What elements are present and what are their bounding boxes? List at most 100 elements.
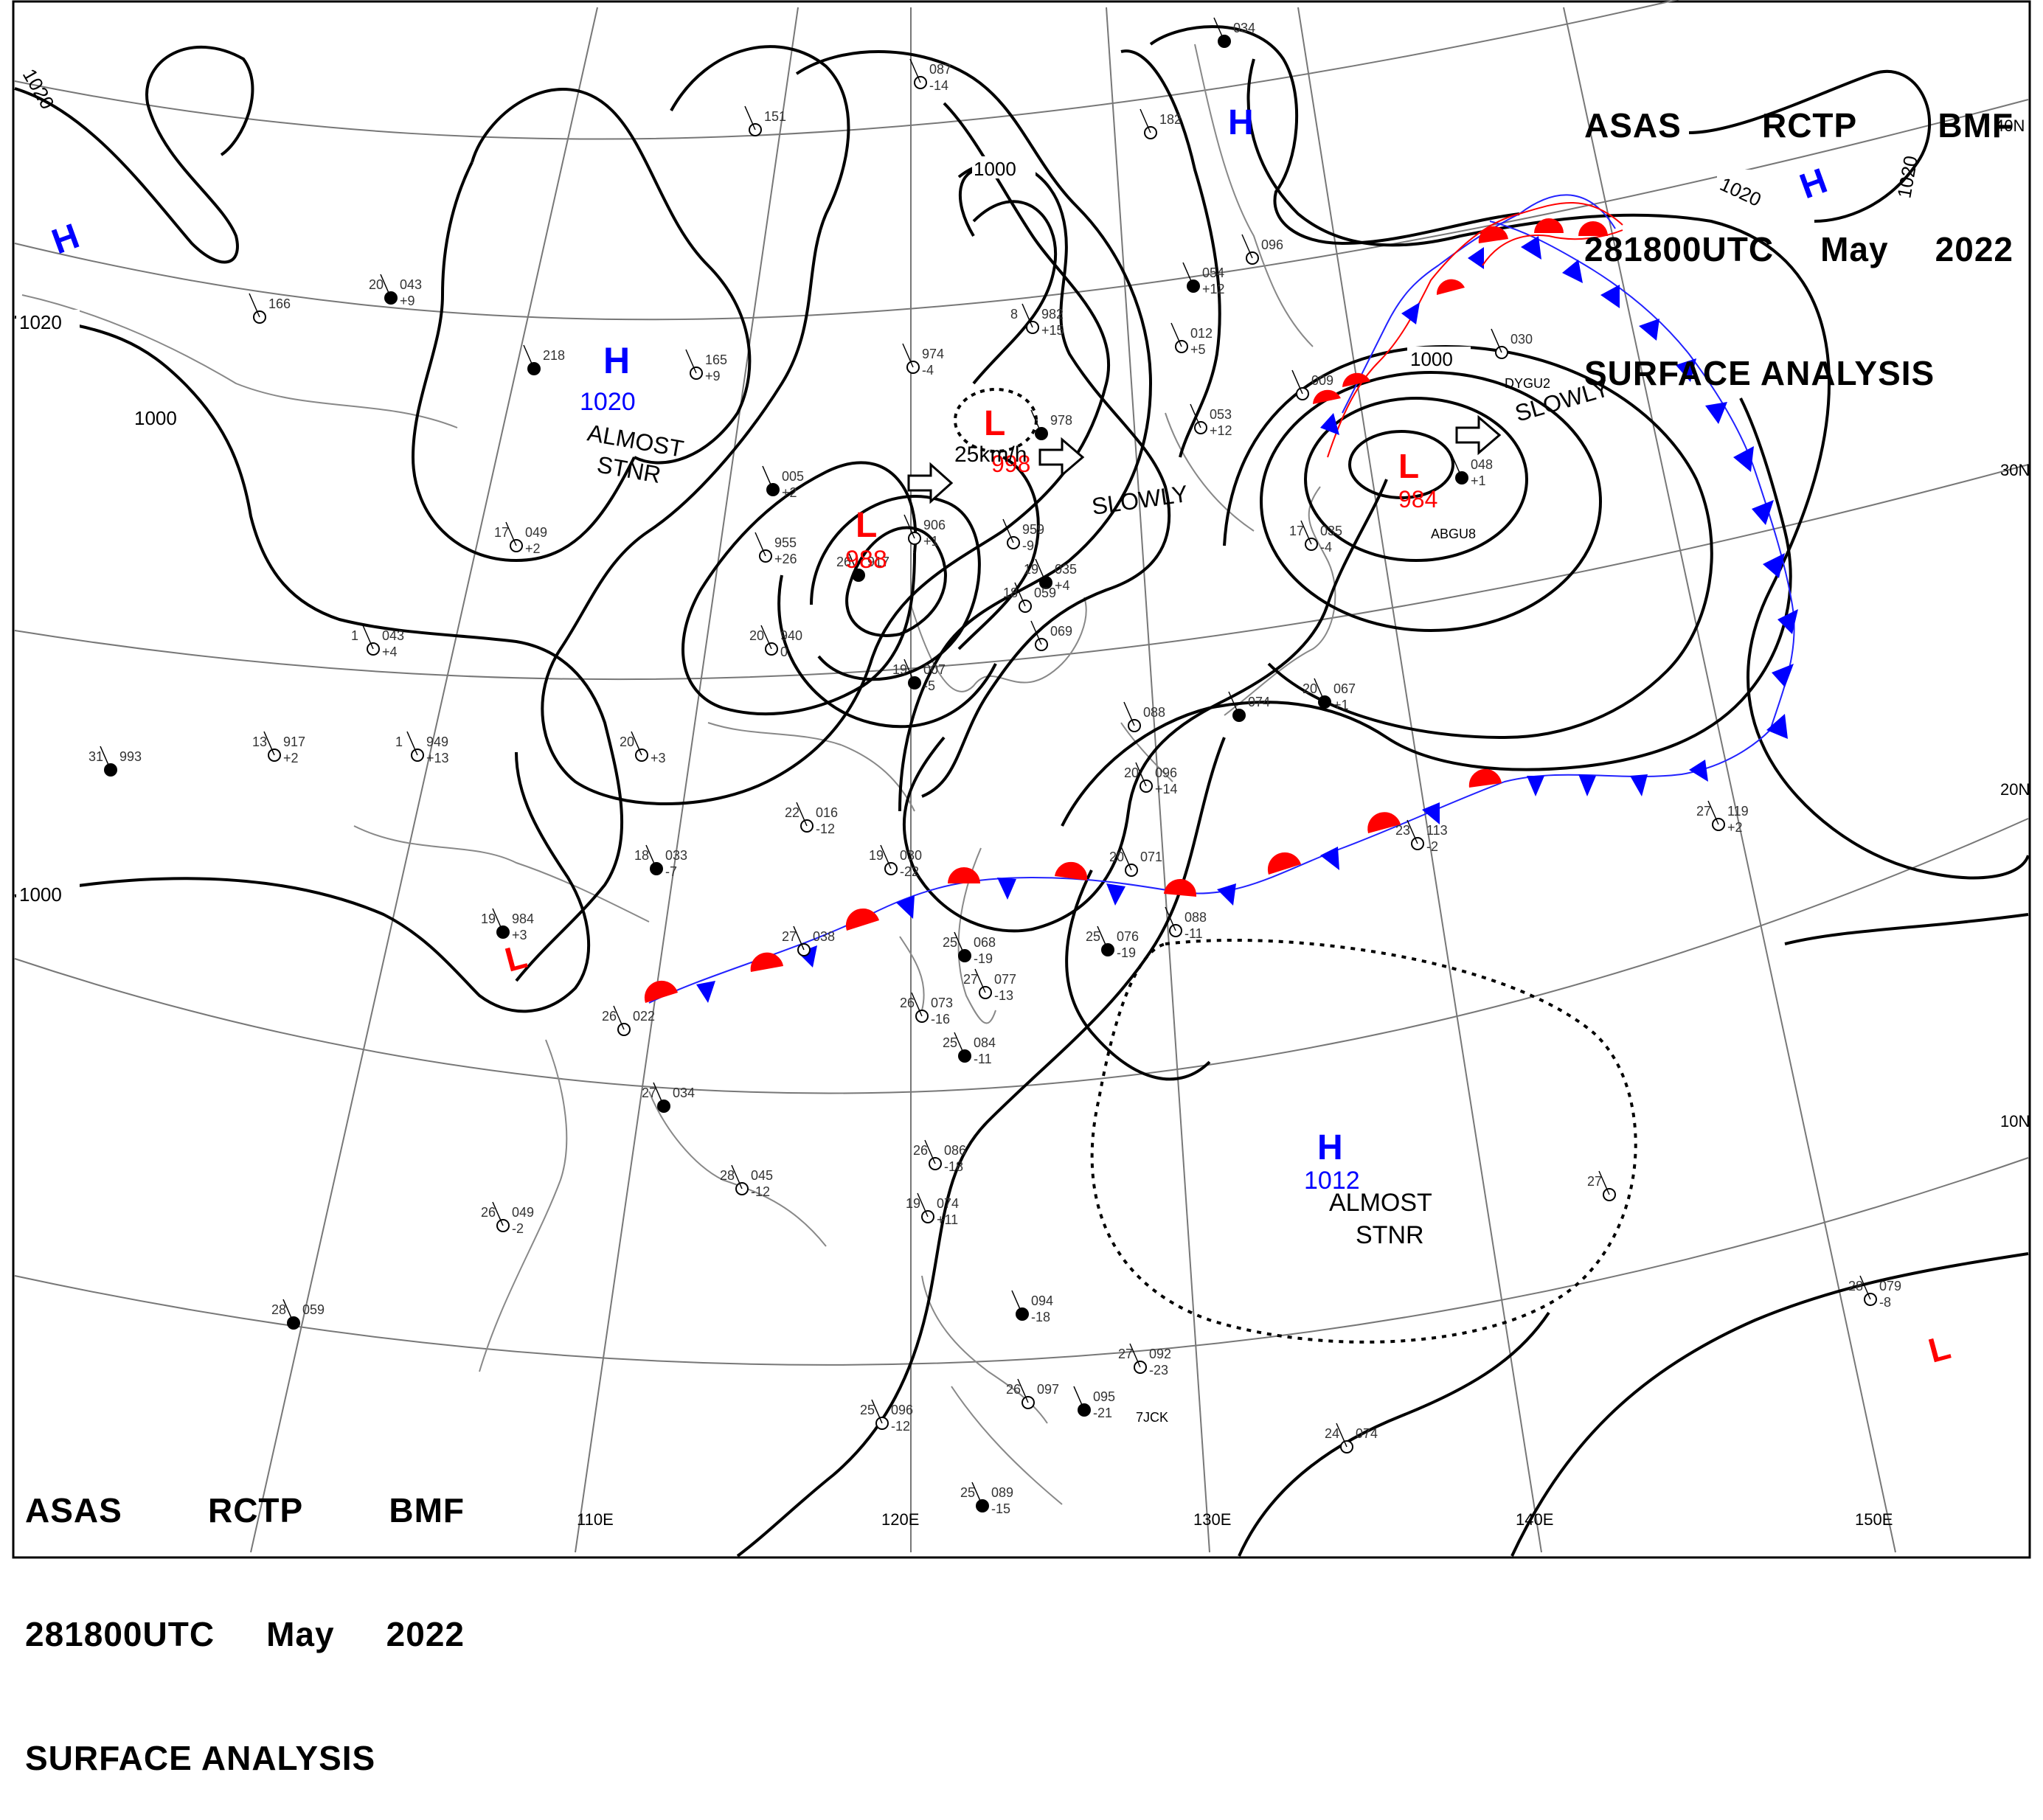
station-tendency: -2 [512,1221,524,1236]
station-pressure: 022 [633,1009,655,1024]
station-temperature: 19 [892,662,907,677]
station-tendency: +3 [651,751,666,765]
wind-barb [100,746,111,771]
station-pressure: 940 [780,628,802,643]
agency-code: RCTP [207,1491,304,1529]
station-plot: 26 073 -16 [900,992,953,1027]
station-tendency: +3 [512,928,527,942]
station-temperature: 17 [1289,524,1304,538]
station-pressure: 097 [1037,1382,1059,1397]
station-plot: 19 007-5 [892,659,946,693]
wind-barb [1073,1386,1085,1411]
ship-ids: ABGU8 DYGU2 7JCK [1136,376,1550,1425]
station-pressure: 113 [1426,823,1448,838]
agency-code: BMF [1938,106,2013,145]
station-temperature: 26 [602,1009,617,1024]
wind-barb [1011,1290,1023,1315]
station-temperature: 26 [1006,1382,1021,1397]
station-pressure: 007 [923,662,946,677]
ship-id: ABGU8 [1431,527,1476,541]
wind-barb [1491,328,1502,353]
station-plot: 25 084 -11 [943,1032,996,1066]
station-plot: 17 035 -4 [1289,520,1342,555]
station-pressure: 034 [673,1086,695,1100]
station-plot: 165+9 [685,349,727,383]
station-plot: 030 [1491,328,1533,359]
station-temperature: 27 [1696,804,1711,819]
wind-barb [903,659,915,684]
station-plot: 25 089-15 [960,1482,1013,1516]
station-plot: 28 079 -8 [1848,1275,1901,1310]
station-temperature: 25 [860,1403,875,1417]
station-tendency: +14 [1155,782,1178,796]
lat-label: 40N [1995,117,2025,135]
station-pressure: 030 [1510,332,1533,347]
low-center: L 984 [1398,447,1437,513]
station-plot: 27 119+2 [1696,800,1749,835]
cold-front-east [1342,194,1798,739]
station-plot: 074 [1228,691,1270,722]
station-tendency: -12 [891,1419,910,1434]
isobars [14,25,2030,1557]
wind-barb [1300,520,1312,545]
station-temperature: 28 [720,1168,735,1183]
station-plot: 28 045-12 [720,1164,773,1199]
station-pressure: 069 [1050,624,1072,639]
station-plot: 166 [249,293,291,324]
station-plot: 28 059 [271,1299,325,1330]
station-tendency: -12 [751,1184,770,1199]
latitude-labels: 40N 30N 20N 10N [1995,117,2030,1130]
station-tendency: -22 [900,864,919,879]
station-plot: 27 092 -23 [1118,1343,1171,1378]
wind-barb [917,1192,929,1218]
station-tendency: +4 [1055,578,1070,593]
wind-barb [1451,454,1463,479]
station-plot: 955+26 [755,532,797,566]
station-pressure: 165 [705,352,727,367]
wind-barb [796,802,808,827]
station-plot: 26 022 [602,1005,655,1036]
station-pressure: 074 [1248,695,1270,709]
station-pressure: 073 [931,996,953,1010]
station-tendency: +15 [1041,323,1064,338]
agency-code: BMF [389,1491,465,1529]
station-temperature: 25 [960,1485,975,1500]
analysis-month: May [266,1615,335,1653]
station-tendency: +12 [1202,282,1225,296]
station-plot: 20 096 +14 [1124,762,1178,796]
station-plot: 19 035+4 [1024,558,1077,593]
svg-text:984: 984 [1398,486,1437,513]
low-984-isobars [1223,344,1713,740]
station-tendency: +12 [1210,423,1232,438]
station-pressure: 084 [974,1035,996,1050]
station-pressure: 092 [1149,1347,1171,1361]
wind-barb [492,1201,504,1226]
wind-barb [249,293,260,318]
station-tendency: -4 [922,363,934,378]
station-tendency: -18 [1031,1310,1050,1324]
lat-label: 10N [2000,1112,2030,1130]
station-plot: 22 016 -12 [785,802,838,836]
movement-arrows [907,414,1502,504]
station-pressure: 984 [512,911,534,926]
wind-barb [1170,322,1182,347]
station-pressure: 096 [891,1403,913,1417]
wind-barb [1314,678,1325,703]
wind-barb [1241,234,1253,259]
svg-text:L: L [856,506,877,545]
svg-text:ALMOST: ALMOST [1329,1189,1432,1217]
station-temperature: 20 [1109,850,1124,864]
station-plot: 087-14 [909,58,951,93]
high-1012-dotted-isobar [1090,939,1637,1344]
wind-barb [974,968,986,993]
wind-barb [1182,262,1194,287]
station-plot: 088 [1123,701,1165,732]
station-temperature: 26 [836,555,851,569]
station-pressure: 005 [782,469,804,484]
station-temperature: 18 [1003,586,1018,600]
station-plot: 20 +3 [620,731,666,765]
station-pressure: 034 [1233,21,1255,35]
wind-barb [902,343,914,368]
station-pressure: 949 [426,734,448,749]
wind-barb [1859,1275,1871,1300]
